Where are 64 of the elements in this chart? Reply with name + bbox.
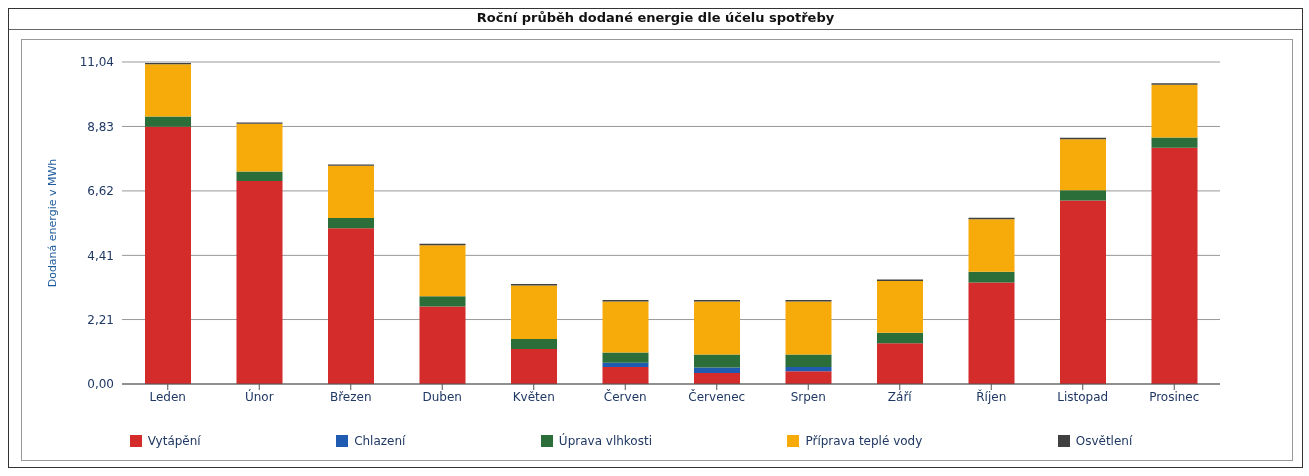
- bar: [694, 372, 740, 384]
- bar: [236, 181, 283, 384]
- bar: [419, 306, 466, 384]
- bar: [877, 332, 923, 344]
- bar: [694, 301, 740, 355]
- y-axis-title: Dodaná energie v MWh: [45, 158, 59, 288]
- bar: [602, 362, 649, 368]
- bar: [1060, 139, 1106, 191]
- x-tick-label: Červenec: [688, 388, 746, 404]
- bar: [511, 285, 557, 340]
- bar: [419, 245, 466, 297]
- bar: [877, 343, 923, 384]
- bar: [328, 218, 374, 229]
- bar: [236, 171, 283, 181]
- legend-label: Úprava vlhkosti: [558, 434, 652, 448]
- bar: [968, 219, 1015, 272]
- bar: [328, 165, 374, 219]
- legend-label: Osvětlení: [1075, 434, 1133, 448]
- bar: [694, 354, 740, 368]
- bar: [1060, 190, 1106, 201]
- legend-label: Vytápění: [147, 434, 201, 448]
- bar: [785, 371, 832, 384]
- x-tick-label: Květen: [512, 389, 555, 404]
- x-tick-label: Duben: [422, 389, 462, 404]
- x-tick-label: Říjen: [976, 388, 1007, 404]
- x-tick-label: Únor: [244, 388, 274, 404]
- bar: [602, 301, 649, 353]
- legend-label: Příprava teplé vody: [805, 434, 923, 448]
- bar: [145, 64, 191, 117]
- bar: [511, 339, 557, 349]
- bar: [1151, 84, 1198, 138]
- y-tick-label: 8,83: [87, 119, 114, 134]
- bar: [1151, 137, 1198, 148]
- x-tick-label: Srpen: [790, 389, 826, 404]
- bar: [602, 367, 649, 384]
- y-tick-label: 0,00: [87, 377, 114, 392]
- bar: [785, 354, 832, 368]
- y-tick-label: 11,04: [79, 55, 114, 70]
- bar: [785, 301, 832, 355]
- x-tick-label: Prosinec: [1149, 389, 1200, 404]
- x-tick-label: Červen: [603, 388, 647, 404]
- bar: [785, 367, 832, 372]
- bar: [419, 296, 466, 307]
- bar: [968, 282, 1015, 384]
- bar: [602, 352, 649, 363]
- x-tick-label: Září: [887, 389, 913, 404]
- bar: [694, 367, 740, 373]
- y-tick-label: 2,21: [87, 312, 114, 327]
- bar: [1151, 147, 1198, 384]
- bar: [236, 123, 283, 172]
- y-tick-label: 6,62: [87, 184, 114, 199]
- bar: [145, 116, 191, 127]
- bar: [145, 126, 191, 384]
- bar: [877, 281, 923, 333]
- legend-label: Chlazení: [354, 434, 406, 448]
- bar: [328, 228, 374, 384]
- x-tick-label: Březen: [329, 389, 372, 404]
- bar: [511, 349, 557, 384]
- y-tick-label: 4,41: [87, 248, 114, 263]
- x-tick-label: Listopad: [1057, 389, 1109, 404]
- chart-title: Roční průběh dodané energie dle účelu spotřeby: [9, 9, 1302, 30]
- x-tick-label: Leden: [149, 389, 186, 404]
- bar: [1060, 200, 1106, 384]
- bar: [968, 271, 1015, 283]
